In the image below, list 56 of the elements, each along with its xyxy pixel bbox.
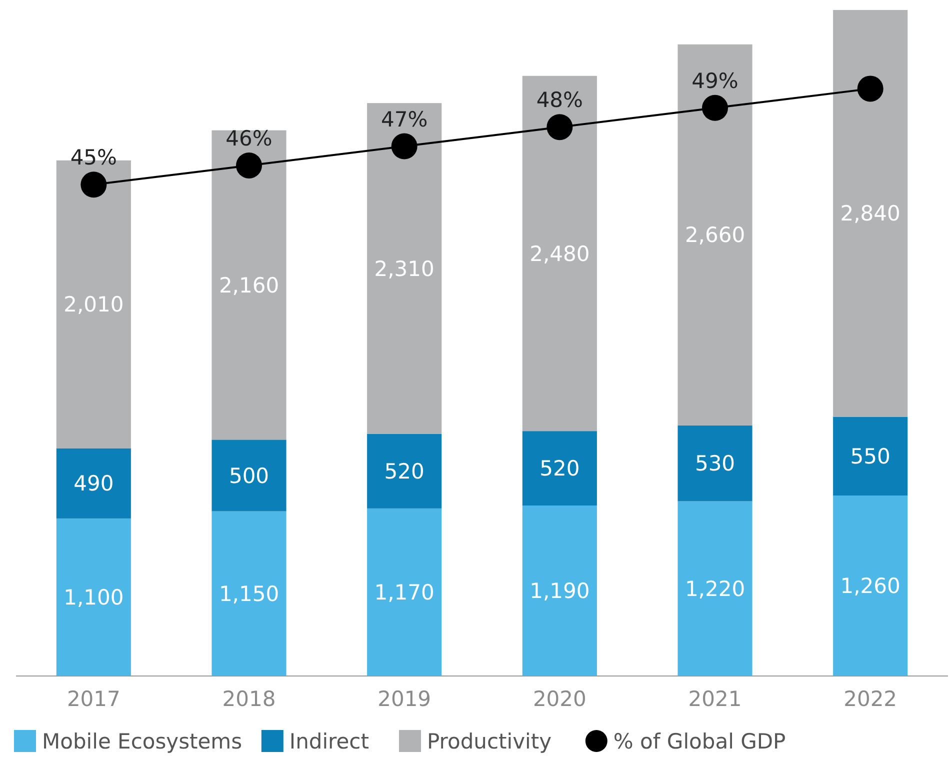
data-label: 46% [226,126,272,150]
bar [833,10,908,417]
x-tick-label: 2019 [378,687,432,711]
legend-label: Mobile Ecosystems [42,729,242,754]
data-label: 2,310 [374,256,434,281]
bar [212,440,286,512]
data-label: 490 [74,472,114,496]
data-label: 500 [228,464,270,488]
data-label: 1,190 [530,579,590,604]
bar [833,416,908,496]
data-label: 1,260 [840,574,900,598]
bar [522,431,597,506]
bar [212,511,286,676]
x-tick-label: 2020 [532,687,586,711]
data-label: 2,660 [684,223,746,248]
data-label: 1,170 [374,580,434,605]
bar [56,518,131,676]
data-label: 48% [536,88,584,112]
point [857,76,884,102]
bar [56,448,131,518]
bar [522,76,597,432]
point [702,94,728,121]
data-label: 1,220 [684,576,746,601]
x-tick-label: 2022 [844,687,898,711]
data-label: 45% [70,146,118,170]
x-tick-label: 2017 [66,687,120,711]
bar [212,130,286,440]
point [236,152,262,178]
point [391,133,418,160]
data-label: 2,010 [64,292,124,317]
data-label: 1,150 [218,582,280,606]
bar [678,425,752,502]
bar [678,44,752,426]
data-label: 1,100 [64,586,124,610]
data-label: 49% [692,68,738,93]
x-tick-label: 2018 [222,687,276,711]
x-tick-label: 2021 [688,687,742,711]
legend-label: % of Global GDP [613,729,786,754]
bar [367,508,442,676]
bar [833,496,908,676]
data-label: 2,160 [218,273,280,298]
legend-label: Indirect [289,729,369,754]
data-label: 550 [850,444,890,468]
data-label: 2,480 [530,242,590,266]
data-label: 520 [540,456,580,481]
data-label: 2,840 [840,202,900,226]
bar [522,506,597,676]
point [80,172,107,198]
data-label: 47% [380,107,428,132]
bar [367,103,442,434]
point [546,114,573,140]
data-label: 530 [694,452,736,476]
bar [367,434,442,508]
legend-label: Productivity [427,729,552,754]
data-label: 520 [384,460,424,484]
bar [678,501,752,676]
